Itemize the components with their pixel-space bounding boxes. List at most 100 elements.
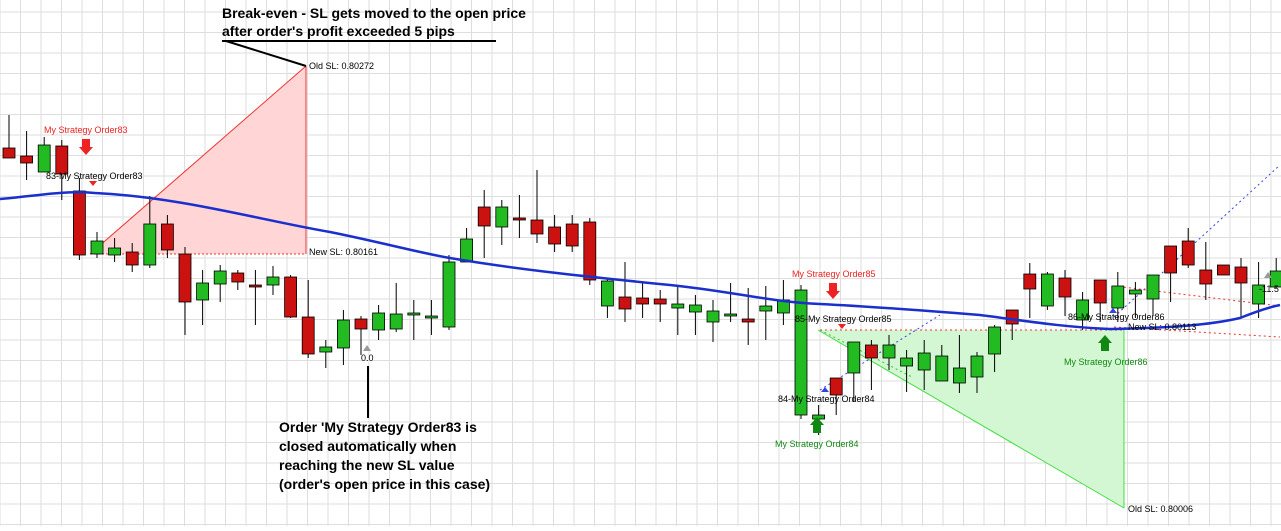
candle-body (1129, 289, 1142, 295)
buy-open-marker-icon (1109, 308, 1117, 313)
old-sl-84-label: Old SL: 0.80006 (1128, 504, 1193, 514)
candle-body (1076, 299, 1089, 321)
candle-body (900, 357, 913, 367)
candle-body (935, 355, 949, 382)
candle (90, 232, 104, 258)
candle-body (55, 145, 69, 175)
candle-body (301, 316, 315, 355)
sell-arrow-icon (826, 283, 840, 299)
candle (1093, 279, 1107, 322)
candle-body (442, 261, 456, 328)
candle-body (741, 318, 755, 323)
moving-average-line (0, 191, 1281, 331)
candle (548, 215, 561, 252)
candle (196, 270, 210, 325)
buy-arrow-icon (810, 417, 824, 433)
candle-body (160, 223, 174, 251)
candle-body (970, 355, 984, 378)
candle (1199, 242, 1213, 300)
candle (301, 280, 315, 358)
candle-body (1146, 274, 1160, 300)
candle (988, 325, 1001, 372)
candle-body (1252, 284, 1265, 305)
candles-layer (2, 115, 1281, 435)
candle-body (812, 414, 825, 420)
candle (108, 238, 121, 262)
auto-close-note-line1: Order 'My Strategy Order83 is (279, 419, 477, 435)
candle-body (601, 280, 614, 307)
candle-body (372, 312, 386, 331)
candle-body (759, 305, 773, 312)
candle (794, 285, 808, 419)
buy-open-marker-icon (821, 387, 829, 392)
candle-body (477, 206, 491, 227)
candle (741, 288, 755, 345)
candle-body (548, 226, 561, 245)
candle (829, 377, 843, 415)
candle-body (319, 346, 333, 353)
buy-arrow-icon (1098, 335, 1112, 351)
candle (565, 215, 579, 252)
candle (636, 282, 649, 318)
candle-body (1199, 269, 1213, 285)
candle-body (125, 251, 139, 266)
candle-body (231, 272, 245, 283)
candle (266, 266, 280, 295)
candle (953, 335, 966, 393)
break-even-note: Break-even - SL gets moved to the open p… (222, 4, 526, 40)
candle (900, 350, 913, 392)
candle-body (1181, 240, 1195, 266)
candle (1217, 264, 1230, 276)
candle (424, 300, 438, 335)
candle (601, 278, 614, 318)
candle (917, 340, 931, 390)
candle (689, 295, 702, 335)
order83-sell-label: My Strategy Order83 (44, 125, 128, 135)
close-marker-icon (363, 345, 371, 351)
candle (1041, 272, 1054, 310)
candle (125, 243, 139, 272)
candle-body (865, 344, 878, 359)
auto-close-note-line4: (order's open price in this case) (279, 476, 491, 492)
candle-body (178, 253, 192, 303)
candle-body (1058, 277, 1072, 298)
candle-body (618, 296, 632, 310)
candle-body (953, 367, 966, 384)
candle-body (460, 238, 474, 263)
candle (777, 280, 790, 325)
candle (20, 131, 34, 180)
candle (372, 305, 386, 340)
candle (1129, 282, 1142, 318)
candle (477, 190, 491, 258)
candle (970, 352, 984, 393)
candle-body (108, 247, 121, 256)
candle (460, 228, 474, 263)
candle-body (20, 155, 34, 164)
candle (336, 310, 350, 365)
order84-open-label: 84-My Strategy Order84 (778, 394, 875, 404)
candle (513, 195, 526, 238)
candle (583, 218, 597, 285)
candle-body (354, 318, 368, 330)
candle (1146, 274, 1160, 315)
candle-body (213, 270, 227, 285)
candle-body (284, 276, 298, 318)
candle-body (636, 297, 649, 305)
candle-body (1269, 270, 1281, 288)
candle (1252, 262, 1265, 318)
sell-open-marker-icon (89, 181, 97, 186)
candle-body (847, 341, 861, 374)
new-sl-83-label: New SL: 0.80161 (309, 247, 378, 257)
candle (653, 290, 667, 322)
candle (178, 247, 192, 335)
candle (55, 140, 69, 200)
candle (882, 335, 896, 370)
candle (1164, 245, 1177, 302)
pnl-right-label: -11.5 (1259, 284, 1279, 294)
candle (1269, 258, 1281, 288)
order83-sl-hypotenuse (89, 65, 307, 255)
candle-body (671, 303, 685, 309)
candle-body (424, 315, 438, 319)
